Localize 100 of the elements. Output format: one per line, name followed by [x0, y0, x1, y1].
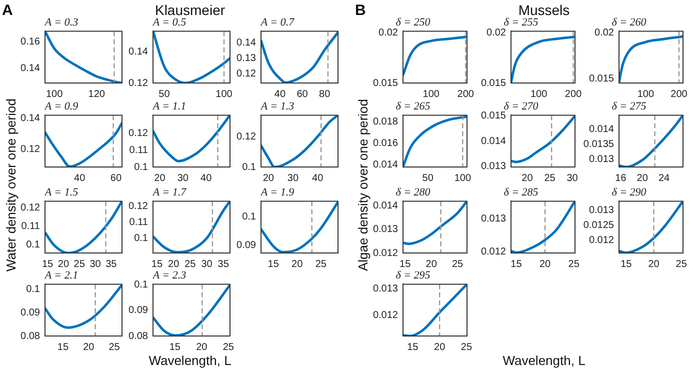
y-tick-label: 0.02	[594, 28, 614, 39]
y-tick-label: 0.11	[129, 144, 148, 156]
y-tick-label: 0.012	[372, 248, 398, 259]
x-tick-label: 40	[312, 172, 324, 184]
y-tick-label: 0.016	[372, 138, 398, 150]
x-tick-label: 25	[544, 172, 556, 184]
x-tick-label: 100	[637, 88, 654, 100]
y-tick-label: 0.013	[588, 205, 614, 216]
x-tick-label: 50	[158, 88, 170, 100]
y-tick-label: 0.14	[128, 46, 148, 58]
y-tick-label: 0.02	[378, 28, 398, 39]
x-tick-label: 20	[434, 342, 446, 353]
y-tick-label: 0.0135	[583, 139, 614, 150]
x-tick-label: 25	[222, 342, 234, 353]
x-tick-label: 30	[566, 172, 578, 184]
x-tick-label: 20	[262, 172, 274, 184]
x-tick-label: 15	[407, 342, 419, 353]
y-tick-label: 0.14	[236, 37, 256, 48]
y-tick-label: 0.018	[372, 116, 398, 128]
y-tick-label: 0.012	[588, 235, 614, 246]
x-tick-label: 20	[196, 342, 208, 353]
x-tick-label: 100	[454, 172, 472, 184]
x-tick-label: 30	[90, 258, 102, 270]
y-tick-label: 0.16	[20, 36, 40, 48]
x-tick-label: 25	[676, 258, 688, 270]
x-tick-label: 24	[658, 172, 670, 184]
x-tick-label: 100	[216, 88, 233, 100]
y-tick-label: 0.12	[236, 68, 256, 80]
x-tick-label: 50	[422, 172, 434, 184]
y-tick-label: 0.12	[128, 201, 148, 212]
chart-title: δ = 260	[612, 16, 647, 28]
x-tick-label: 100	[530, 88, 548, 100]
x-tick-label: 20	[168, 258, 180, 270]
y-tick-label: 0.1	[242, 162, 256, 173]
y-axis-title: Water density over one period	[4, 98, 18, 272]
chart-title: δ = 265	[396, 100, 431, 112]
y-tick-label: 0.12	[236, 131, 256, 142]
chart-title: A = 0.3	[44, 16, 79, 28]
chart-title: A = 0.5	[152, 16, 187, 28]
y-tick-label: 0.1	[26, 240, 40, 251]
x-tick-label: 20	[636, 172, 648, 184]
y-tick-label: 0.14	[20, 63, 40, 74]
x-tick-label: 20	[58, 258, 70, 270]
y-tick-label: 0.013	[480, 161, 506, 172]
x-tick-label: 35	[218, 258, 230, 270]
x-tick-label: 15	[151, 258, 163, 270]
x-tick-label: 120	[88, 88, 106, 100]
x-tick-label: 200	[457, 88, 474, 100]
chart-title: A = 0.9	[44, 100, 79, 112]
y-tick-label: 0.09	[128, 305, 148, 316]
y-tick-label: 0.12	[20, 144, 40, 156]
x-tick-label: 25	[74, 258, 86, 270]
y-axis-title: Algae density over one period	[356, 98, 370, 272]
chart-title: A = 1.3	[260, 100, 295, 112]
x-tick-label: 100	[46, 88, 64, 100]
x-tick-label: 20	[154, 172, 166, 184]
x-axis-title: Wavelength, L	[148, 353, 232, 368]
chart-title: A = 2.1	[44, 269, 78, 282]
x-tick-label: 200	[564, 88, 582, 100]
x-tick-label: 20	[83, 342, 95, 353]
x-tick-label: 80	[319, 88, 331, 100]
x-tick-label: 25	[568, 258, 580, 270]
x-tick-label: 35	[106, 258, 118, 270]
x-tick-label: 15	[620, 258, 632, 270]
text: A	[2, 2, 13, 19]
y-tick-label: 0.1	[242, 212, 256, 223]
x-tick-label: 25	[315, 258, 327, 270]
x-tick-label: 30	[177, 172, 189, 184]
y-tick-label: 0.014	[480, 136, 506, 147]
x-axis-title: Wavelength, L	[502, 353, 586, 368]
chart-title: δ = 250	[396, 16, 431, 28]
chart-title: A = 1.9	[260, 186, 295, 198]
y-tick-label: 0.014	[372, 200, 398, 212]
x-tick-label: 100	[422, 88, 440, 100]
y-tick-label: 0.11	[129, 217, 148, 228]
y-tick-label: 0.12	[128, 78, 148, 89]
text: Mussels	[518, 2, 570, 18]
x-tick-label: 200	[670, 88, 688, 100]
y-tick-label: 0.0125	[583, 220, 614, 232]
y-tick-label: 0.08	[20, 330, 40, 342]
y-tick-label: 0.013	[372, 284, 398, 295]
x-tick-label: 16	[615, 172, 627, 184]
x-tick-label: 15	[400, 258, 412, 270]
text: B	[355, 2, 366, 19]
x-tick-label: 20	[522, 172, 534, 184]
y-tick-label: 0.012	[372, 310, 398, 321]
y-tick-label: 0.015	[480, 110, 506, 122]
y-tick-label: 0.015	[480, 78, 506, 89]
chart-title: δ = 255	[504, 16, 539, 28]
chart-title: A = 2.3	[152, 269, 187, 282]
y-tick-label: 0.1	[134, 280, 148, 291]
y-tick-label: 0.1	[134, 162, 148, 173]
y-tick-label: 0.015	[588, 73, 614, 84]
y-tick-label: 0.013	[480, 213, 506, 224]
y-tick-label: 0.12	[128, 128, 148, 140]
chart-title: A = 1.7	[152, 186, 187, 198]
x-tick-label: 20	[648, 258, 660, 270]
x-tick-label: 20	[292, 258, 304, 270]
x-tick-label: 15	[169, 342, 181, 353]
x-tick-label: 20	[426, 258, 438, 270]
